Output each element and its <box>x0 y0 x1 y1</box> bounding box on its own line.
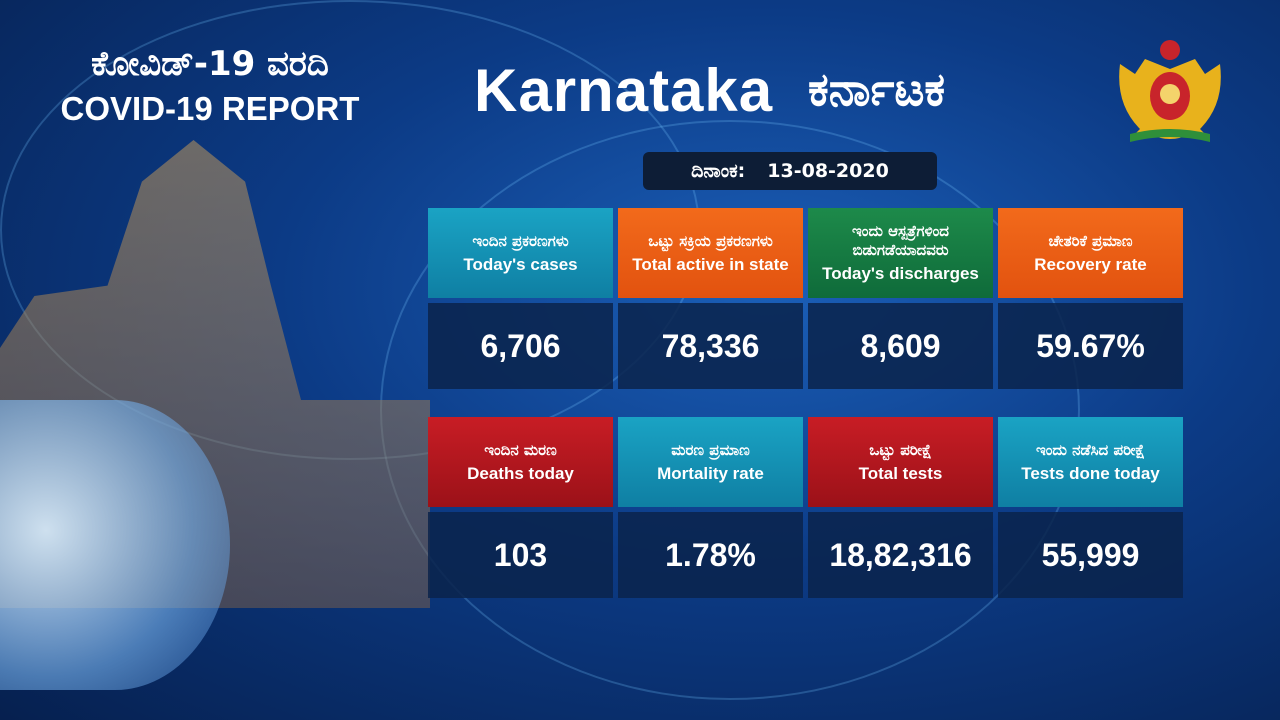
virus-illustration <box>0 400 230 690</box>
stat-value: 1.78% <box>618 512 803 598</box>
stat-label-kn: ಇಂದು ಆಸ್ಪತ್ರೆಗಳಿಂದ ಬಿಡುಗಡೆಯಾದವರು <box>852 222 949 259</box>
stat-label-en: Recovery rate <box>1034 254 1147 274</box>
stat-card-tests-today: ಇಂದು ನಡೆಸಿದ ಪರೀಕ್ಷೆ Tests done today 55,9… <box>998 417 1183 598</box>
stat-value: 6,706 <box>428 303 613 389</box>
stat-card-todays-cases: ಇಂದಿನ ಪ್ರಕರಣಗಳು Today's cases 6,706 <box>428 208 613 389</box>
stat-label-en: Tests done today <box>1021 463 1160 483</box>
stat-card-recovery-rate: ಚೇತರಿಕೆ ಪ್ರಮಾಣ Recovery rate 59.67% <box>998 208 1183 389</box>
stat-card-total-tests: ಒಟ್ಟು ಪರೀಕ್ಷೆ Total tests 18,82,316 <box>808 417 993 598</box>
stat-label-kn: ಇಂದು ನಡೆಸಿದ ಪರೀಕ್ಷೆ <box>1036 440 1145 459</box>
stat-label-en: Total tests <box>858 463 943 483</box>
stat-value: 78,336 <box>618 303 803 389</box>
stat-label-en: Deaths today <box>467 463 574 483</box>
stat-label-en: Today's discharges <box>822 264 979 283</box>
date-bar: ದಿನಾಂಕ: 13-08-2020 <box>643 152 937 190</box>
state-title-english: Karnataka <box>474 57 774 124</box>
karnataka-emblem-icon <box>1119 40 1221 142</box>
stat-label-kn: ಇಂದಿನ ಮರಣ <box>484 440 557 459</box>
date-label: ದಿನಾಂಕ: <box>691 160 746 182</box>
stat-value: 103 <box>428 512 613 598</box>
stat-label-en: Total active in state <box>632 254 789 274</box>
stat-card-deaths-today: ಇಂದಿನ ಮರಣ Deaths today 103 <box>428 417 613 598</box>
date-value: 13-08-2020 <box>767 160 889 182</box>
stat-value: 59.67% <box>998 303 1183 389</box>
stat-label-kn: ಇಂದಿನ ಪ್ರಕರಣಗಳು <box>472 231 569 250</box>
stat-label-en: Today's cases <box>463 254 578 274</box>
stat-label-kn: ಒಟ್ಟು ಪರೀಕ್ಷೆ <box>869 440 932 459</box>
report-title-kannada: ಕೋವಿಡ್-19 ವರದಿ <box>91 44 329 84</box>
stat-value: 18,82,316 <box>808 512 993 598</box>
stat-label-kn: ಒಟ್ಟು ಸಕ್ರಿಯ ಪ್ರಕರಣಗಳು <box>648 231 773 250</box>
stat-value: 55,999 <box>998 512 1183 598</box>
state-title-kannada: ಕರ್ನಾಟಕ <box>808 62 946 116</box>
stats-row-1: ಇಂದಿನ ಪ್ರಕರಣಗಳು Today's cases 6,706 ಒಟ್ಟು… <box>428 208 1183 389</box>
report-title: ಕೋವಿಡ್-19 ವರದಿ COVID-19 REPORT <box>40 44 380 128</box>
stat-label-kn: ಚೇತರಿಕೆ ಪ್ರಮಾಣ <box>1048 231 1133 250</box>
stat-label-en: Mortality rate <box>657 463 764 483</box>
stat-card-total-active: ಒಟ್ಟು ಸಕ್ರಿಯ ಪ್ರಕರಣಗಳು Total active in st… <box>618 208 803 389</box>
stat-card-discharges: ಇಂದು ಆಸ್ಪತ್ರೆಗಳಿಂದ ಬಿಡುಗಡೆಯಾದವರು Today's … <box>808 208 993 389</box>
stat-value: 8,609 <box>808 303 993 389</box>
report-title-english: COVID-19 REPORT <box>60 90 360 127</box>
stat-label-kn: ಮರಣ ಪ್ರಮಾಣ <box>671 440 750 459</box>
stats-row-2: ಇಂದಿನ ಮರಣ Deaths today 103 ಮರಣ ಪ್ರಮಾಣ Mort… <box>428 417 1183 598</box>
stat-card-mortality-rate: ಮರಣ ಪ್ರಮಾಣ Mortality rate 1.78% <box>618 417 803 598</box>
